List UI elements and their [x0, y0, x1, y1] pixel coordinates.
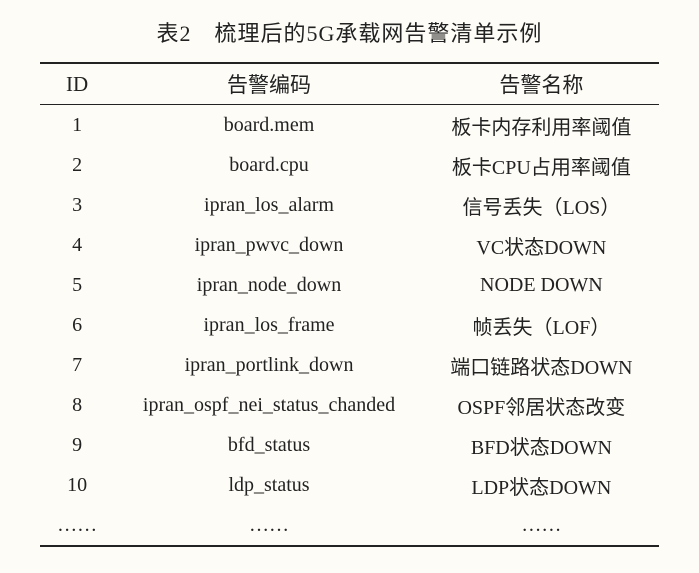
header-id: ID	[40, 63, 114, 105]
table-row: 6ipran_los_frame帧丢失（LOF）	[40, 305, 659, 345]
cell-code: ipran_ospf_nei_status_chanded	[114, 385, 424, 425]
table-row: 2board.cpu板卡CPU占用率阈值	[40, 145, 659, 185]
table-row: 3ipran_los_alarm信号丢失（LOS）	[40, 185, 659, 225]
cell-code: ipran_los_frame	[114, 305, 424, 345]
alarm-table: ID 告警编码 告警名称 1board.mem板卡内存利用率阈值2board.c…	[40, 62, 659, 547]
cell-name: BFD状态DOWN	[424, 425, 659, 465]
cell-code: ipran_node_down	[114, 265, 424, 305]
table-body: 1board.mem板卡内存利用率阈值2board.cpu板卡CPU占用率阈值3…	[40, 105, 659, 547]
cell-name: 信号丢失（LOS）	[424, 185, 659, 225]
cell-id: 4	[40, 225, 114, 265]
cell-name: 板卡内存利用率阈值	[424, 105, 659, 146]
cell-code: ipran_los_alarm	[114, 185, 424, 225]
cell-id: 1	[40, 105, 114, 146]
cell-code: ipran_pwvc_down	[114, 225, 424, 265]
table-row: 5ipran_node_downNODE DOWN	[40, 265, 659, 305]
cell-id: 10	[40, 465, 114, 505]
cell-name: 端口链路状态DOWN	[424, 345, 659, 385]
cell-code: bfd_status	[114, 425, 424, 465]
cell-id: 7	[40, 345, 114, 385]
cell-id: 3	[40, 185, 114, 225]
table-row: 1board.mem板卡内存利用率阈值	[40, 105, 659, 146]
cell-id: 5	[40, 265, 114, 305]
header-code: 告警编码	[114, 63, 424, 105]
table-row: 9bfd_statusBFD状态DOWN	[40, 425, 659, 465]
cell-name: OSPF邻居状态改变	[424, 385, 659, 425]
header-name: 告警名称	[424, 63, 659, 105]
cell-id: 6	[40, 305, 114, 345]
cell-code: ldp_status	[114, 465, 424, 505]
cell-name: LDP状态DOWN	[424, 465, 659, 505]
table-row: 7ipran_portlink_down端口链路状态DOWN	[40, 345, 659, 385]
table-container: 表2 梳理后的5G承载网告警清单示例 ID 告警编码 告警名称 1board.m…	[0, 0, 699, 567]
cell-code: board.mem	[114, 105, 424, 146]
cell-name: NODE DOWN	[424, 265, 659, 305]
cell-name: 板卡CPU占用率阈值	[424, 145, 659, 185]
cell-name: ……	[424, 505, 659, 546]
table-row: 8ipran_ospf_nei_status_chandedOSPF邻居状态改变	[40, 385, 659, 425]
cell-code: board.cpu	[114, 145, 424, 185]
cell-name: VC状态DOWN	[424, 225, 659, 265]
table-row: 4ipran_pwvc_downVC状态DOWN	[40, 225, 659, 265]
table-row: ………………	[40, 505, 659, 546]
cell-code: ……	[114, 505, 424, 546]
cell-id: 9	[40, 425, 114, 465]
cell-name: 帧丢失（LOF）	[424, 305, 659, 345]
table-caption: 表2 梳理后的5G承载网告警清单示例	[40, 16, 659, 48]
cell-id: ……	[40, 505, 114, 546]
cell-code: ipran_portlink_down	[114, 345, 424, 385]
cell-id: 8	[40, 385, 114, 425]
header-row: ID 告警编码 告警名称	[40, 63, 659, 105]
cell-id: 2	[40, 145, 114, 185]
table-row: 10ldp_statusLDP状态DOWN	[40, 465, 659, 505]
